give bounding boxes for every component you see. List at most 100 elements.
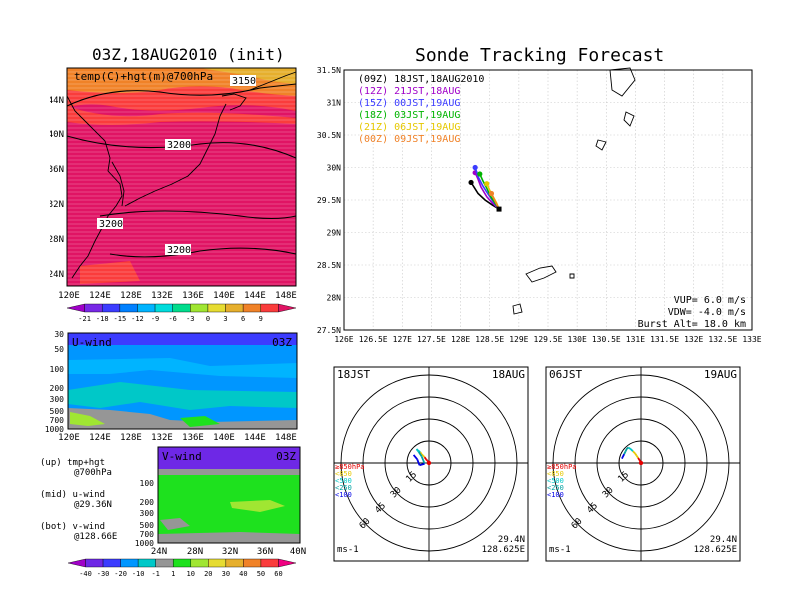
hodo-level-label: ≥850hPa: [547, 463, 577, 471]
lat-tick: 44N: [50, 96, 64, 106]
vwind-frame: [157, 446, 301, 544]
lat-tick: 28N: [187, 547, 203, 556]
lon-tick: 132E: [151, 433, 173, 442]
hodo-time-label: 06JST: [549, 368, 582, 381]
temp-scale-label: -3: [186, 315, 194, 323]
hodo-lon: 128.625E: [694, 545, 737, 555]
lat-tick: 31.5N: [317, 66, 341, 75]
pressure-tick: 30: [54, 330, 64, 339]
note-head: (bot) v-wind: [40, 522, 106, 532]
hodo-date-label: 18AUG: [492, 368, 525, 381]
note-bot: (bot) v-wind @128.66E: [40, 522, 117, 542]
launch-marker: [496, 206, 502, 212]
u-wind-panel: U-wind 03Z 30 50 100 200 300 500 700 100…: [45, 330, 298, 442]
right-title: Sonde Tracking Forecast: [415, 45, 665, 66]
hodo-segment: [634, 452, 638, 457]
note-sub: @29.36N: [74, 500, 112, 510]
track-series: [468, 164, 502, 212]
hodo-frame: [545, 366, 741, 562]
track-frame: [343, 69, 753, 331]
wind-scale-swatch: [137, 558, 156, 568]
wind-scale-label: 20: [204, 570, 212, 578]
lon-tick: 136E: [182, 291, 204, 301]
lon-tick: 126.5E: [359, 335, 388, 344]
note-mid: (mid) u-wind @29.36N: [40, 490, 112, 510]
lon-tick: 144E: [244, 291, 266, 301]
note-head: (up) tmp+hgt: [40, 458, 106, 468]
lon-tick: 140E: [213, 433, 235, 442]
pressure-tick: 1000: [45, 425, 64, 434]
wind-scale-swatch: [208, 558, 227, 568]
param-vdw: VDW= -4.0 m/s: [668, 307, 746, 318]
lat-tick: 36N: [257, 547, 273, 556]
uwind-band-3: [68, 408, 297, 429]
wind-scale-swatch: [190, 558, 209, 568]
hodo-lat: 29.4N: [710, 535, 737, 545]
hodo-lon: 128.625E: [482, 545, 525, 555]
left-title: 03Z,18AUG2010 (init): [92, 45, 285, 64]
legend-item: (18Z) 03JST,19AUG: [358, 110, 460, 121]
lon-tick: 136E: [182, 433, 204, 442]
wind-scale-label: 1: [171, 570, 175, 578]
hodo-segment: [412, 454, 418, 460]
hodo-level-label: <850: [335, 470, 352, 478]
temp-scale-swatch: [225, 303, 244, 313]
uwind-band-5: [180, 416, 220, 427]
hodo-segment: [621, 453, 625, 458]
pressure-tick: 100: [140, 479, 155, 488]
lon-tick: 124E: [89, 433, 111, 442]
legend-item: (00Z) 09JST,19AUG: [358, 134, 460, 145]
lon-tick: 132.5E: [708, 335, 737, 344]
lon-tick: 148E: [275, 433, 297, 442]
map-label: temp(C)+hgt(m)@700hPa: [74, 70, 213, 83]
note-head: (mid) u-wind: [40, 490, 106, 500]
legend-item: (12Z) 21JST,18AUG: [358, 86, 460, 97]
track-line: [474, 172, 500, 210]
temp-scale-label: -6: [168, 315, 176, 323]
lon-tick: 126E: [334, 335, 353, 344]
wind-scale-swatch: [243, 558, 262, 568]
track-grid: 31.5N31N30.5N30N29.5N29N28.5N28N27.5N126…: [317, 66, 762, 344]
pressure-tick: 200: [50, 384, 65, 393]
vwind-patch-1: [230, 500, 285, 512]
hodo-segment: [423, 456, 427, 460]
contour-label-box-3: [165, 244, 191, 255]
hodo-level-label: <250: [335, 484, 352, 492]
contour-label-box-0: [230, 75, 256, 86]
wind-scale-swatch: [85, 558, 104, 568]
lat-tick: 28.5N: [317, 261, 341, 270]
track-endpoint: [477, 171, 483, 177]
lon-tick: 133E: [742, 335, 761, 344]
vwind-patch-2: [160, 518, 190, 530]
wind-color-scale: -40 -30 -20 -10 -1 1 10 20 30 40 50 60: [67, 558, 297, 578]
lon-tick: 120E: [58, 433, 80, 442]
lon-tick: 124E: [89, 291, 111, 301]
island-c: [525, 265, 557, 283]
contour-3200-b: [99, 210, 297, 220]
uwind-top-band: [68, 333, 297, 345]
pressure-tick: 700: [140, 530, 155, 539]
wind-scale-label: -40: [79, 570, 92, 578]
coastline-japan: [124, 93, 247, 207]
lat-tick: 32N: [50, 200, 64, 210]
lat-tick: 24N: [151, 547, 167, 556]
pressure-tick: 700: [50, 416, 65, 425]
contour-3200-c: [109, 247, 297, 258]
track-map: 31.5N31N30.5N30N29.5N29N28.5N28N27.5N126…: [317, 66, 762, 344]
hodo-segment: [624, 447, 628, 452]
hodo-level-label: <250: [547, 484, 564, 492]
wind-scale-swatch: [173, 558, 191, 568]
lon-tick: 140E: [213, 291, 235, 301]
wind-scale-label: 50: [257, 570, 265, 578]
wind-scale-label: 40: [239, 570, 247, 578]
hodo-units: ms-1: [549, 545, 571, 555]
wind-scale-label: -20: [114, 570, 127, 578]
wind-scale-swatch: [67, 558, 86, 568]
wind-scale-swatch: [155, 558, 174, 568]
lon-tick: 132E: [684, 335, 703, 344]
temp-scale-label: -15: [114, 315, 127, 323]
vwind-label: V-wind: [162, 450, 202, 463]
temp-scale-swatch: [137, 303, 156, 313]
hodo-date-label: 19AUG: [704, 368, 737, 381]
